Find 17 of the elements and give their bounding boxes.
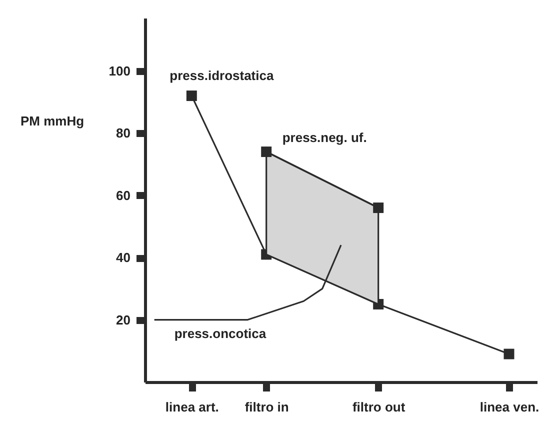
y-tick-label: 100 (108, 63, 130, 78)
y-tick-label: 20 (116, 312, 130, 328)
x-tick-label: filtro out (352, 400, 406, 414)
x-tick-label: linea art. (165, 400, 219, 414)
x-tick-label: linea ven. (480, 400, 540, 414)
series-label: press.neg. uf. (282, 130, 367, 145)
y-tick-label: 80 (116, 126, 130, 141)
point (504, 348, 514, 360)
series-label: press.oncotica (174, 326, 267, 341)
point (186, 90, 197, 102)
series-label: press.idrostatica (170, 68, 274, 83)
y-tick-label: 60 (116, 188, 130, 203)
x-tick-label: filtro in (244, 400, 289, 414)
point (373, 202, 384, 214)
y-axis-title: PM mmHg (20, 114, 84, 128)
y-tick-label: 40 (116, 250, 130, 266)
point (261, 146, 272, 158)
